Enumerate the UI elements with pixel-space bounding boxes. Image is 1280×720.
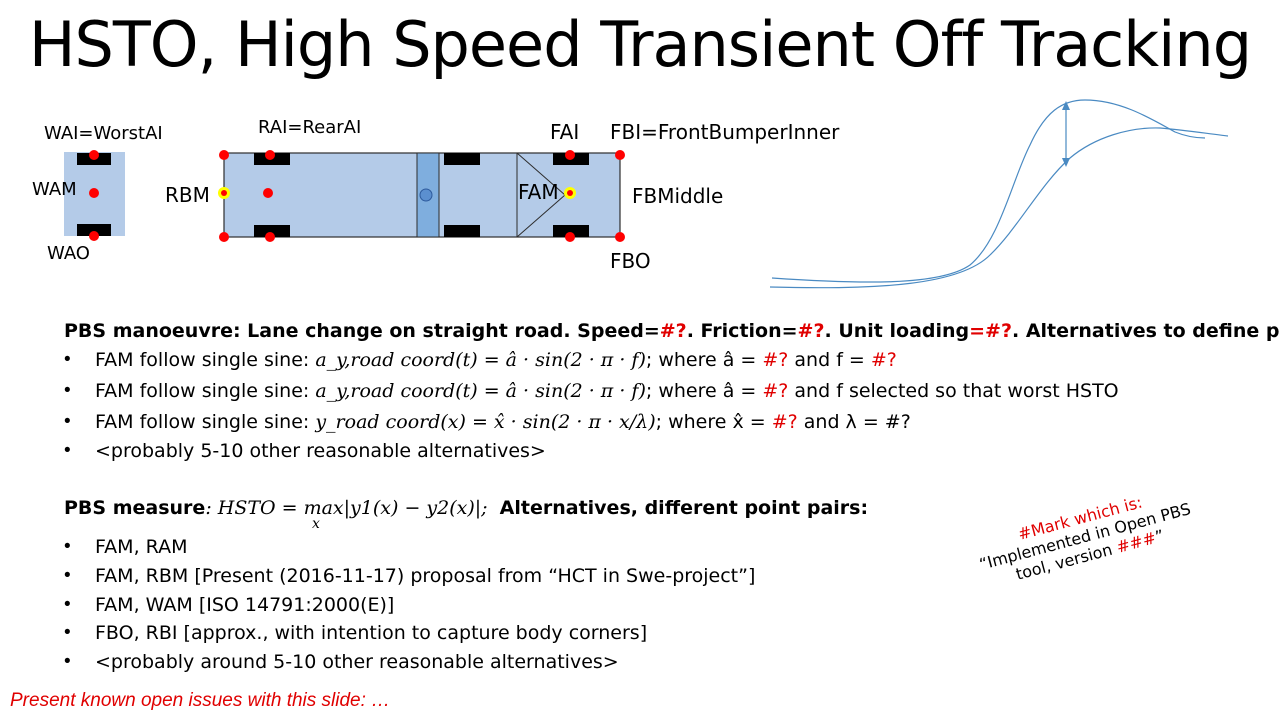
label-wao: WAO bbox=[47, 243, 90, 264]
bullet-icon: • bbox=[64, 380, 71, 401]
label-wai: WAI=WorstAI bbox=[44, 123, 163, 144]
bullet-icon: • bbox=[64, 349, 71, 370]
item-mid: ; where x̂ = bbox=[655, 411, 772, 433]
label-fbmiddle: FBMiddle bbox=[632, 184, 724, 208]
bullet-icon: • bbox=[64, 536, 71, 557]
path-curve-2 bbox=[769, 127, 1229, 289]
friction-value: #? bbox=[797, 320, 825, 342]
label-fbo: FBO bbox=[610, 249, 651, 273]
point-rear-left bbox=[219, 150, 229, 160]
item-value: #? bbox=[870, 349, 897, 371]
point-fao bbox=[565, 232, 575, 242]
manoeuvre-heading-part: PBS manoeuvre: Lane change on straight r… bbox=[64, 320, 660, 342]
item-value: #? bbox=[762, 380, 789, 402]
manoeuvre-heading-part: . Friction= bbox=[686, 320, 798, 342]
slide-title: HSTO, High Speed Transient Off Tracking bbox=[28, 8, 1252, 81]
wheel bbox=[444, 153, 480, 165]
measure-label: PBS measure bbox=[64, 497, 206, 519]
bullet-icon: • bbox=[64, 440, 71, 461]
mark-note: #Mark which is: “Implemented in Open PBS… bbox=[967, 479, 1204, 594]
item-tail: selected so that worst HSTO bbox=[848, 380, 1119, 402]
item-value: #? bbox=[771, 411, 798, 433]
point-fai bbox=[565, 150, 575, 160]
item-mid: ; where â = bbox=[645, 380, 763, 402]
measure-item: FBO, RBI [approx., with intention to cap… bbox=[95, 622, 648, 644]
measure-heading: PBS measure: HSTO = max|y1(x) − y2(x)|; … bbox=[64, 497, 868, 519]
point-wam bbox=[89, 188, 99, 198]
item-mid: ; where â = bbox=[645, 349, 763, 371]
label-wam: WAM bbox=[32, 179, 77, 200]
bullet-icon: • bbox=[64, 594, 71, 615]
hsto-arrow-head-down bbox=[1062, 158, 1070, 167]
item-value: #? bbox=[762, 349, 789, 371]
loading-value: =#? bbox=[969, 320, 1012, 342]
footer-note: Present known open issues with this slid… bbox=[10, 690, 391, 711]
label-rai: RAI=RearAI bbox=[258, 117, 362, 138]
item-formula: y_road coord(x) = x̂ · sin(2 · π · x/λ) bbox=[315, 411, 656, 433]
max-subscript: x bbox=[312, 516, 320, 532]
wheel bbox=[444, 225, 480, 237]
point-rai bbox=[265, 150, 275, 160]
manoeuvre-heading-part: . Alternatives to define path: bbox=[1012, 320, 1280, 342]
point-wai bbox=[89, 150, 99, 160]
manoeuvre-heading-part: . Unit loading bbox=[824, 320, 970, 342]
speed-value: #? bbox=[659, 320, 687, 342]
item-formula: a_y,road coord(t) = â · sin(2 · π · f) bbox=[315, 349, 646, 371]
item-prefix: FAM follow single sine: bbox=[95, 349, 316, 371]
hsto-arrow-head-up bbox=[1062, 101, 1070, 110]
bullet-icon: • bbox=[64, 622, 71, 643]
measure-item: FAM, RBM [Present (2016-11-17) proposal … bbox=[95, 565, 756, 587]
point-wao bbox=[89, 231, 99, 241]
measure-item: FAM, RAM bbox=[95, 536, 188, 558]
point-rao bbox=[265, 232, 275, 242]
point-rear-right bbox=[219, 232, 229, 242]
manoeuvre-more: <probably 5-10 other reasonable alternat… bbox=[95, 440, 546, 462]
item-and: and f bbox=[788, 380, 849, 402]
point-fbo bbox=[615, 232, 625, 242]
manoeuvre-item: FAM follow single sine: a_y,road coord(t… bbox=[95, 380, 1119, 402]
item-prefix: FAM follow single sine: bbox=[95, 411, 316, 433]
bullet-icon: • bbox=[64, 651, 71, 672]
manoeuvre-heading: PBS manoeuvre: Lane change on straight r… bbox=[64, 320, 1280, 342]
point-rbm bbox=[221, 190, 227, 196]
label-fbi: FBI=FrontBumperInner bbox=[610, 120, 840, 144]
point-fam bbox=[567, 190, 573, 196]
measure-item: FAM, WAM [ISO 14791:2000(E)] bbox=[95, 594, 395, 616]
item-and: and f = bbox=[788, 349, 871, 371]
bullet-icon: • bbox=[64, 411, 71, 432]
measure-formula: : HSTO = max|y1(x) − y2(x)|; bbox=[205, 497, 488, 519]
wheel bbox=[77, 224, 111, 236]
item-and: and λ = #? bbox=[797, 411, 911, 433]
path-curve-1 bbox=[771, 99, 1206, 283]
manoeuvre-item: FAM follow single sine: y_road coord(x) … bbox=[95, 411, 911, 433]
manoeuvre-item: FAM follow single sine: a_y,road coord(t… bbox=[95, 349, 897, 371]
item-prefix: FAM follow single sine: bbox=[95, 380, 316, 402]
label-fam: FAM bbox=[518, 180, 559, 204]
vehicle-diagram bbox=[64, 99, 1229, 289]
item-formula: a_y,road coord(t) = â · sin(2 · π · f) bbox=[315, 380, 646, 402]
wheel bbox=[553, 225, 589, 237]
label-rbm: RBM bbox=[165, 183, 210, 207]
wheel bbox=[254, 225, 290, 237]
bullet-icon: • bbox=[64, 565, 71, 586]
coupling-point bbox=[419, 188, 433, 202]
label-fai: FAI bbox=[550, 120, 580, 144]
measure-alternatives: Alternatives, different point pairs: bbox=[499, 497, 869, 519]
measure-item: <probably around 5-10 other reasonable a… bbox=[95, 651, 619, 673]
point-ram bbox=[263, 188, 273, 198]
point-fbi bbox=[615, 150, 625, 160]
